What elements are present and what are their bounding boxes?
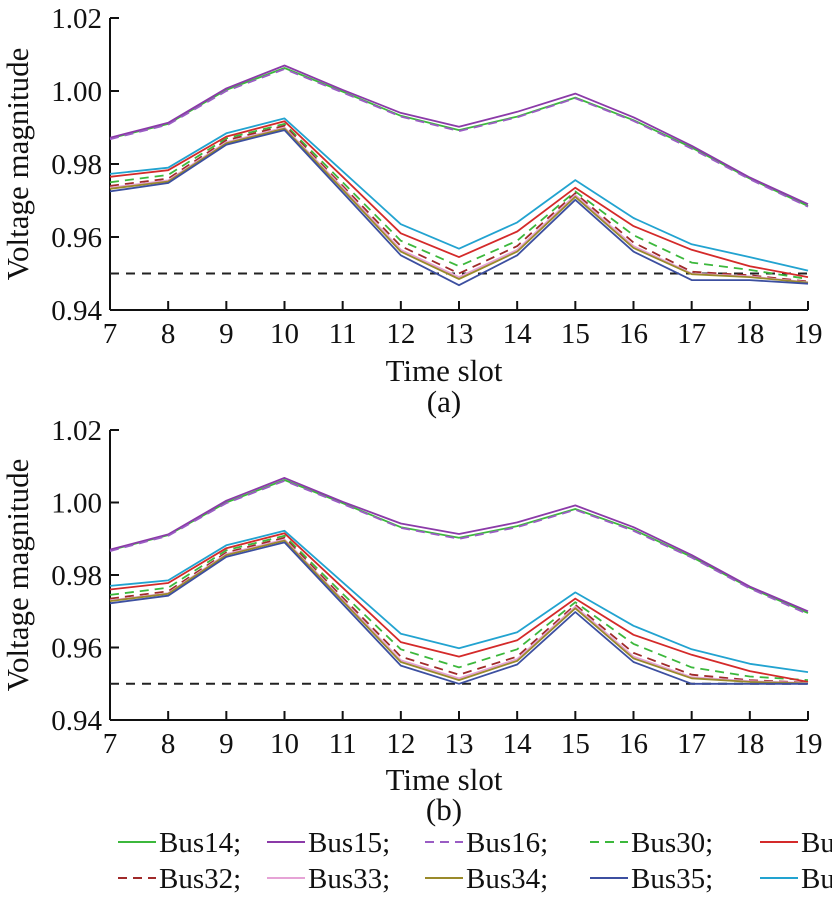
x-tick-label: 8 xyxy=(161,728,176,760)
legend-label-bus15: Bus15; xyxy=(308,827,390,859)
x-tick-label: 15 xyxy=(561,318,590,350)
x-tick-label: 9 xyxy=(219,728,234,760)
x-tick-label: 8 xyxy=(161,318,176,350)
series-line-bus14 xyxy=(109,479,809,614)
y-tick-label: 0.94 xyxy=(51,705,102,737)
legend-label-bus33: Bus33; xyxy=(308,863,390,895)
legend-label-bus31: Bus31 xyxy=(801,827,832,859)
x-tick-label: 19 xyxy=(794,728,823,760)
panel-b: 0.94 0.96 0.98 1.00 1.02 7 8 9 10 11 12 13 14 15 16 17 1… xyxy=(0,415,823,827)
series-line-bus16 xyxy=(109,68,809,208)
x-axis-label: Time slot xyxy=(386,353,503,388)
x-tick-label: 7 xyxy=(103,728,118,760)
x-tick-label: 15 xyxy=(561,728,590,760)
series-line-bus36 xyxy=(109,529,809,673)
x-tick-label: 13 xyxy=(445,728,474,760)
legend: Bus14; Bus15; Bus16; Bus30; Bus31 Bus32; Bus33… xyxy=(118,827,832,895)
y-tick-label: 0.98 xyxy=(51,149,102,181)
y-tick-label: 1.00 xyxy=(51,76,102,108)
series-line-bus30 xyxy=(109,534,809,681)
legend-label-bus36: Bus36 xyxy=(801,863,832,895)
series-line-bus34 xyxy=(109,539,809,685)
legend-label-bus34: Bus34; xyxy=(466,863,548,895)
panel-label: (b) xyxy=(426,792,462,827)
series-line-bus35 xyxy=(109,129,809,287)
legend-label-bus35: Bus35; xyxy=(631,863,713,895)
x-tick-label: 16 xyxy=(619,318,648,350)
legend-label-bus14: Bus14; xyxy=(159,827,241,859)
series-line-bus16 xyxy=(109,479,809,616)
x-tick-label: 18 xyxy=(735,728,764,760)
y-axis-label: Voltage magnitude xyxy=(0,459,35,692)
y-tick-label: 1.00 xyxy=(51,488,102,520)
y-tick-label: 0.98 xyxy=(51,560,102,592)
series-line-bus32 xyxy=(109,124,809,283)
x-tick-label: 19 xyxy=(794,318,823,350)
x-tick-label: 13 xyxy=(445,318,474,350)
y-tick-label: 0.94 xyxy=(51,295,102,327)
x-tick-label: 10 xyxy=(270,728,299,760)
y-tick-label: 0.96 xyxy=(51,633,102,665)
x-tick-label: 11 xyxy=(329,728,357,760)
series-line-bus31 xyxy=(109,532,809,683)
x-tick-label: 16 xyxy=(619,728,648,760)
series-line-bus15 xyxy=(109,476,809,613)
y-tick-label: 1.02 xyxy=(51,415,102,447)
series-line-bus15 xyxy=(109,64,809,206)
series-line-bus34 xyxy=(109,127,809,284)
y-tick-label: 0.96 xyxy=(51,222,102,254)
series-line-bus35 xyxy=(109,541,808,685)
series-line-bus36 xyxy=(109,117,809,272)
legend-label-bus16: Bus16; xyxy=(466,827,548,859)
x-tick-label: 17 xyxy=(677,728,706,760)
series-line-bus31 xyxy=(109,120,809,278)
x-tick-label: 12 xyxy=(386,318,415,350)
legend-label-bus32: Bus32; xyxy=(159,863,241,895)
x-tick-label: 18 xyxy=(735,318,764,350)
series-line-bus30 xyxy=(109,123,809,280)
y-axis-label: Voltage magnitude xyxy=(0,48,35,281)
series-line-bus32 xyxy=(109,536,809,684)
panel-a: 0.94 0.96 0.98 1.00 1.02 7 8 9 10 11 12 13 14 15 16 17 1… xyxy=(0,3,823,419)
y-tick-label: 1.02 xyxy=(51,3,102,35)
x-tick-label: 14 xyxy=(503,728,533,760)
legend-label-bus30: Bus30; xyxy=(631,827,713,859)
x-tick-label: 9 xyxy=(219,318,234,350)
x-tick-label: 12 xyxy=(386,728,415,760)
x-tick-label: 14 xyxy=(503,318,533,350)
series-line-bus14 xyxy=(109,67,809,207)
x-tick-label: 7 xyxy=(103,318,118,350)
series-line-bus33 xyxy=(109,538,809,684)
panel-label: (a) xyxy=(427,384,461,419)
x-tick-label: 10 xyxy=(270,318,299,350)
x-axis-label: Time slot xyxy=(386,762,503,797)
x-tick-label: 11 xyxy=(329,318,357,350)
x-tick-label: 17 xyxy=(677,318,706,350)
